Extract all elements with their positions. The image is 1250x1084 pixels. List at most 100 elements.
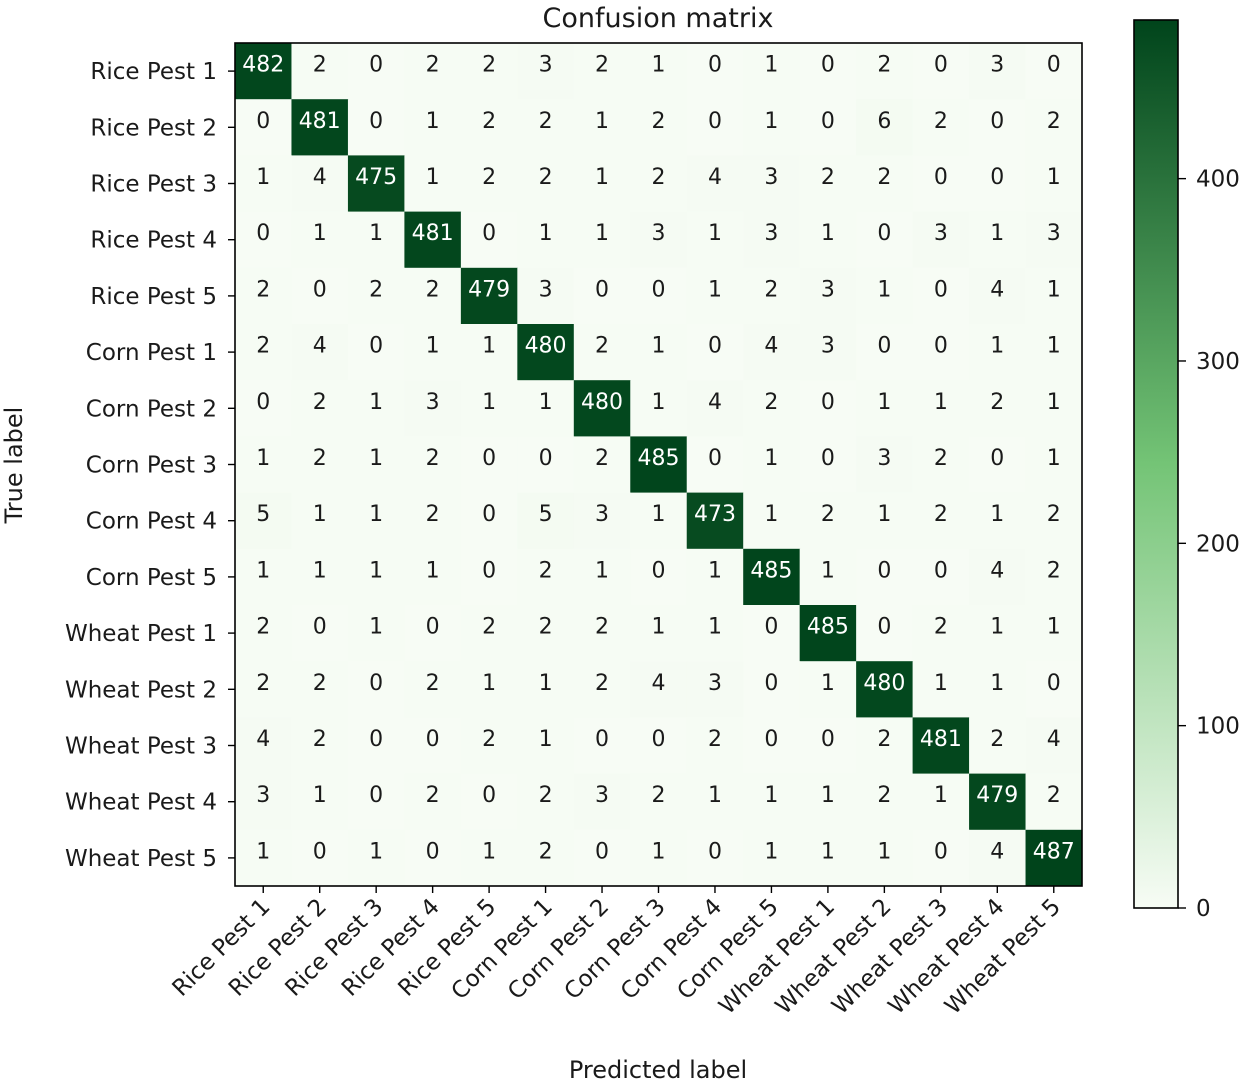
matrix-cell [235, 380, 292, 437]
cell-value-label: 1 [1047, 615, 1061, 640]
matrix-cell [969, 211, 1027, 269]
matrix-cell [573, 829, 631, 887]
matrix-cell [799, 773, 857, 831]
cell-value-label: 482 [242, 53, 284, 78]
matrix-cell [347, 548, 405, 606]
matrix-cell [404, 43, 462, 100]
matrix-cell [969, 380, 1027, 437]
matrix-cell [799, 661, 857, 718]
cell-value-label: 1 [369, 839, 383, 864]
cell-value-label: 2 [821, 502, 835, 527]
matrix-cell [291, 829, 349, 887]
cell-value-label: 1 [652, 502, 666, 527]
matrix-cell [573, 548, 631, 606]
cell-value-label: 1 [764, 839, 778, 864]
matrix-cell [235, 324, 292, 381]
matrix-cell [630, 211, 688, 269]
cell-value-label: 3 [708, 671, 722, 696]
matrix-cell [235, 43, 292, 100]
cell-value-label: 3 [764, 165, 778, 190]
cell-value-label: 1 [764, 109, 778, 134]
matrix-cell [912, 717, 970, 775]
cell-value-label: 1 [1047, 334, 1061, 359]
cell-value-label: 2 [877, 727, 891, 752]
cell-value-label: 0 [934, 334, 948, 359]
cell-value-label: 480 [525, 334, 567, 359]
cell-value-label: 1 [990, 615, 1004, 640]
cell-value-label: 1 [764, 502, 778, 527]
cell-value-label: 4 [990, 558, 1004, 583]
cell-value-label: 0 [764, 615, 778, 640]
cell-value-label: 0 [821, 727, 835, 752]
cell-value-label: 0 [708, 839, 722, 864]
matrix-cell [799, 267, 857, 325]
matrix-cell [517, 773, 575, 831]
cell-value-label: 473 [694, 502, 736, 527]
cell-value-label: 1 [256, 446, 270, 471]
matrix-cell [573, 324, 631, 381]
matrix-cell [856, 717, 914, 775]
matrix-cell [743, 548, 801, 606]
cell-value-label: 1 [764, 446, 778, 471]
cell-value-label: 1 [821, 783, 835, 808]
matrix-cell-values: 482 2 0 2 2 3 2 1 0 1 0 2 0 3 00 481 0 1 2 2 1 2 0 1 0 6 2 0 21 4 475 1… [242, 53, 1075, 865]
y-tick-label: Rice Pest 3 [90, 172, 217, 198]
cell-value-label: 2 [1047, 558, 1061, 583]
matrix-cell [347, 380, 405, 437]
cell-value-label: 1 [877, 390, 891, 415]
cell-value-label: 1 [821, 221, 835, 246]
matrix-cell [517, 492, 575, 550]
cell-value-label: 2 [652, 165, 666, 190]
matrix-cell [347, 99, 405, 156]
matrix-cell [404, 829, 462, 887]
matrix-cell [235, 99, 292, 156]
cell-value-label: 1 [369, 502, 383, 527]
matrix-cell [912, 155, 970, 213]
matrix-cell [404, 773, 462, 831]
matrix-cell [460, 99, 518, 156]
cell-value-label: 1 [708, 783, 722, 808]
y-tick-label: Rice Pest 5 [90, 284, 217, 310]
cell-value-label: 0 [369, 727, 383, 752]
matrix-cell [743, 829, 801, 887]
cell-value-label: 3 [934, 221, 948, 246]
cell-value-label: 2 [426, 783, 440, 808]
matrix-cell [743, 99, 801, 156]
matrix-cell [347, 829, 405, 887]
cell-value-label: 0 [652, 558, 666, 583]
cell-value-label: 3 [539, 53, 553, 78]
cell-value-label: 4 [1047, 727, 1061, 752]
matrix-cell [912, 267, 970, 325]
cell-value-label: 0 [990, 109, 1004, 134]
cell-value-label: 1 [990, 221, 1004, 246]
matrix-cell [856, 155, 914, 213]
matrix-cell [799, 43, 857, 100]
y-tick-label: Wheat Pest 3 [65, 734, 217, 760]
cell-value-label: 1 [934, 390, 948, 415]
cell-value-label: 1 [990, 334, 1004, 359]
matrix-cell [573, 661, 631, 718]
matrix-cell [686, 267, 744, 325]
cell-value-label: 4 [313, 334, 327, 359]
matrix-cell [235, 717, 292, 775]
matrix-cell [404, 211, 462, 269]
cell-value-label: 2 [1047, 109, 1061, 134]
matrix-cell [743, 324, 801, 381]
matrix-cell [686, 773, 744, 831]
cell-value-label: 1 [595, 165, 609, 190]
cell-value-label: 2 [877, 165, 891, 190]
cell-value-label: 1 [369, 390, 383, 415]
matrix-cell [573, 211, 631, 269]
matrix-cell [404, 605, 462, 662]
matrix-cell [404, 267, 462, 325]
cell-value-label: 1 [369, 221, 383, 246]
cell-value-label: 1 [539, 671, 553, 696]
cell-value-label: 0 [369, 334, 383, 359]
cell-value-label: 1 [426, 558, 440, 583]
matrix-cell [630, 605, 688, 662]
matrix-cell [969, 548, 1027, 606]
cell-value-label: 0 [369, 671, 383, 696]
cell-value-label: 2 [877, 53, 891, 78]
matrix-cell [404, 380, 462, 437]
cell-value-label: 2 [539, 615, 553, 640]
